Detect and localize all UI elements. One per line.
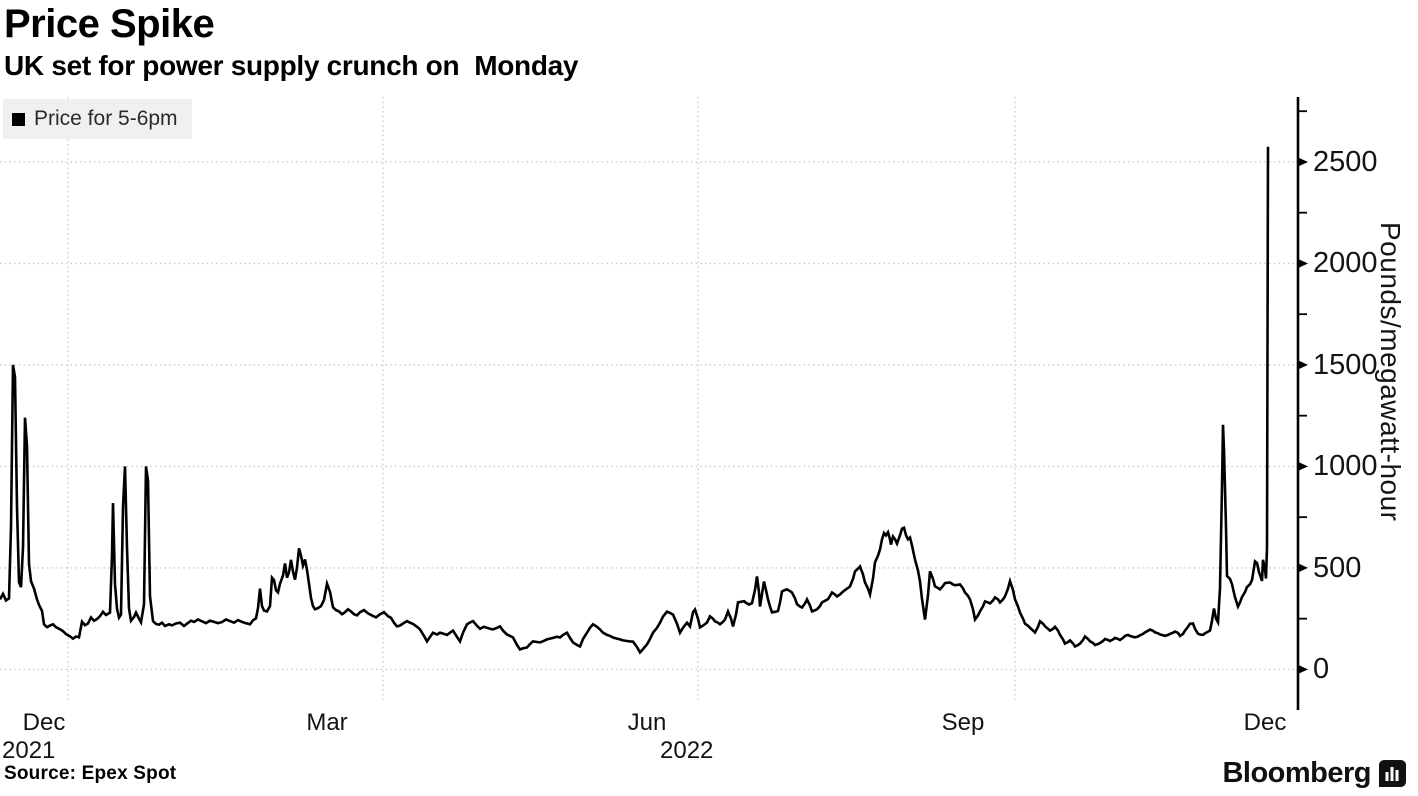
bar-chart-badge-icon [1379,760,1406,787]
y-axis-title: Pounds/megawatt-hour [1375,222,1406,522]
y-major-tick [1297,562,1308,573]
x-month-label: Dec [1243,709,1287,736]
y-tick-label: 500 [1313,551,1362,584]
y-tick-label: 0 [1313,653,1330,686]
y-tick-label: 2500 [1313,145,1378,178]
x-year-label: 2021 [2,737,56,764]
x-month-label: Sep [941,709,985,736]
chart-subtitle: UK set for power supply crunch on Monday [4,50,579,81]
x-month-label: Jun [627,709,667,736]
x-month-label: Mar [306,709,348,736]
legend: Price for 5-6pm [3,99,192,139]
y-major-tick [1297,461,1308,472]
y-tick-label: 1000 [1313,450,1378,483]
bloomberg-wordmark: Bloomberg [1222,757,1371,789]
chart-title: Price Spike [4,2,215,46]
bloomberg-branding: Bloomberg [1222,757,1406,790]
y-major-tick [1297,664,1308,675]
x-month-label: Dec [22,709,66,736]
y-tick-label: 1500 [1313,348,1378,381]
y-major-tick [1297,156,1308,167]
y-tick-label: 2000 [1313,247,1378,280]
price-series-line [0,146,1270,655]
y-major-tick [1297,359,1308,370]
y-major-tick [1297,258,1308,269]
legend-swatch-icon [12,112,25,126]
x-year-label: 2022 [660,737,714,764]
legend-label: Price for 5-6pm [34,107,178,130]
source-note: Source: Epex Spot [4,763,177,784]
